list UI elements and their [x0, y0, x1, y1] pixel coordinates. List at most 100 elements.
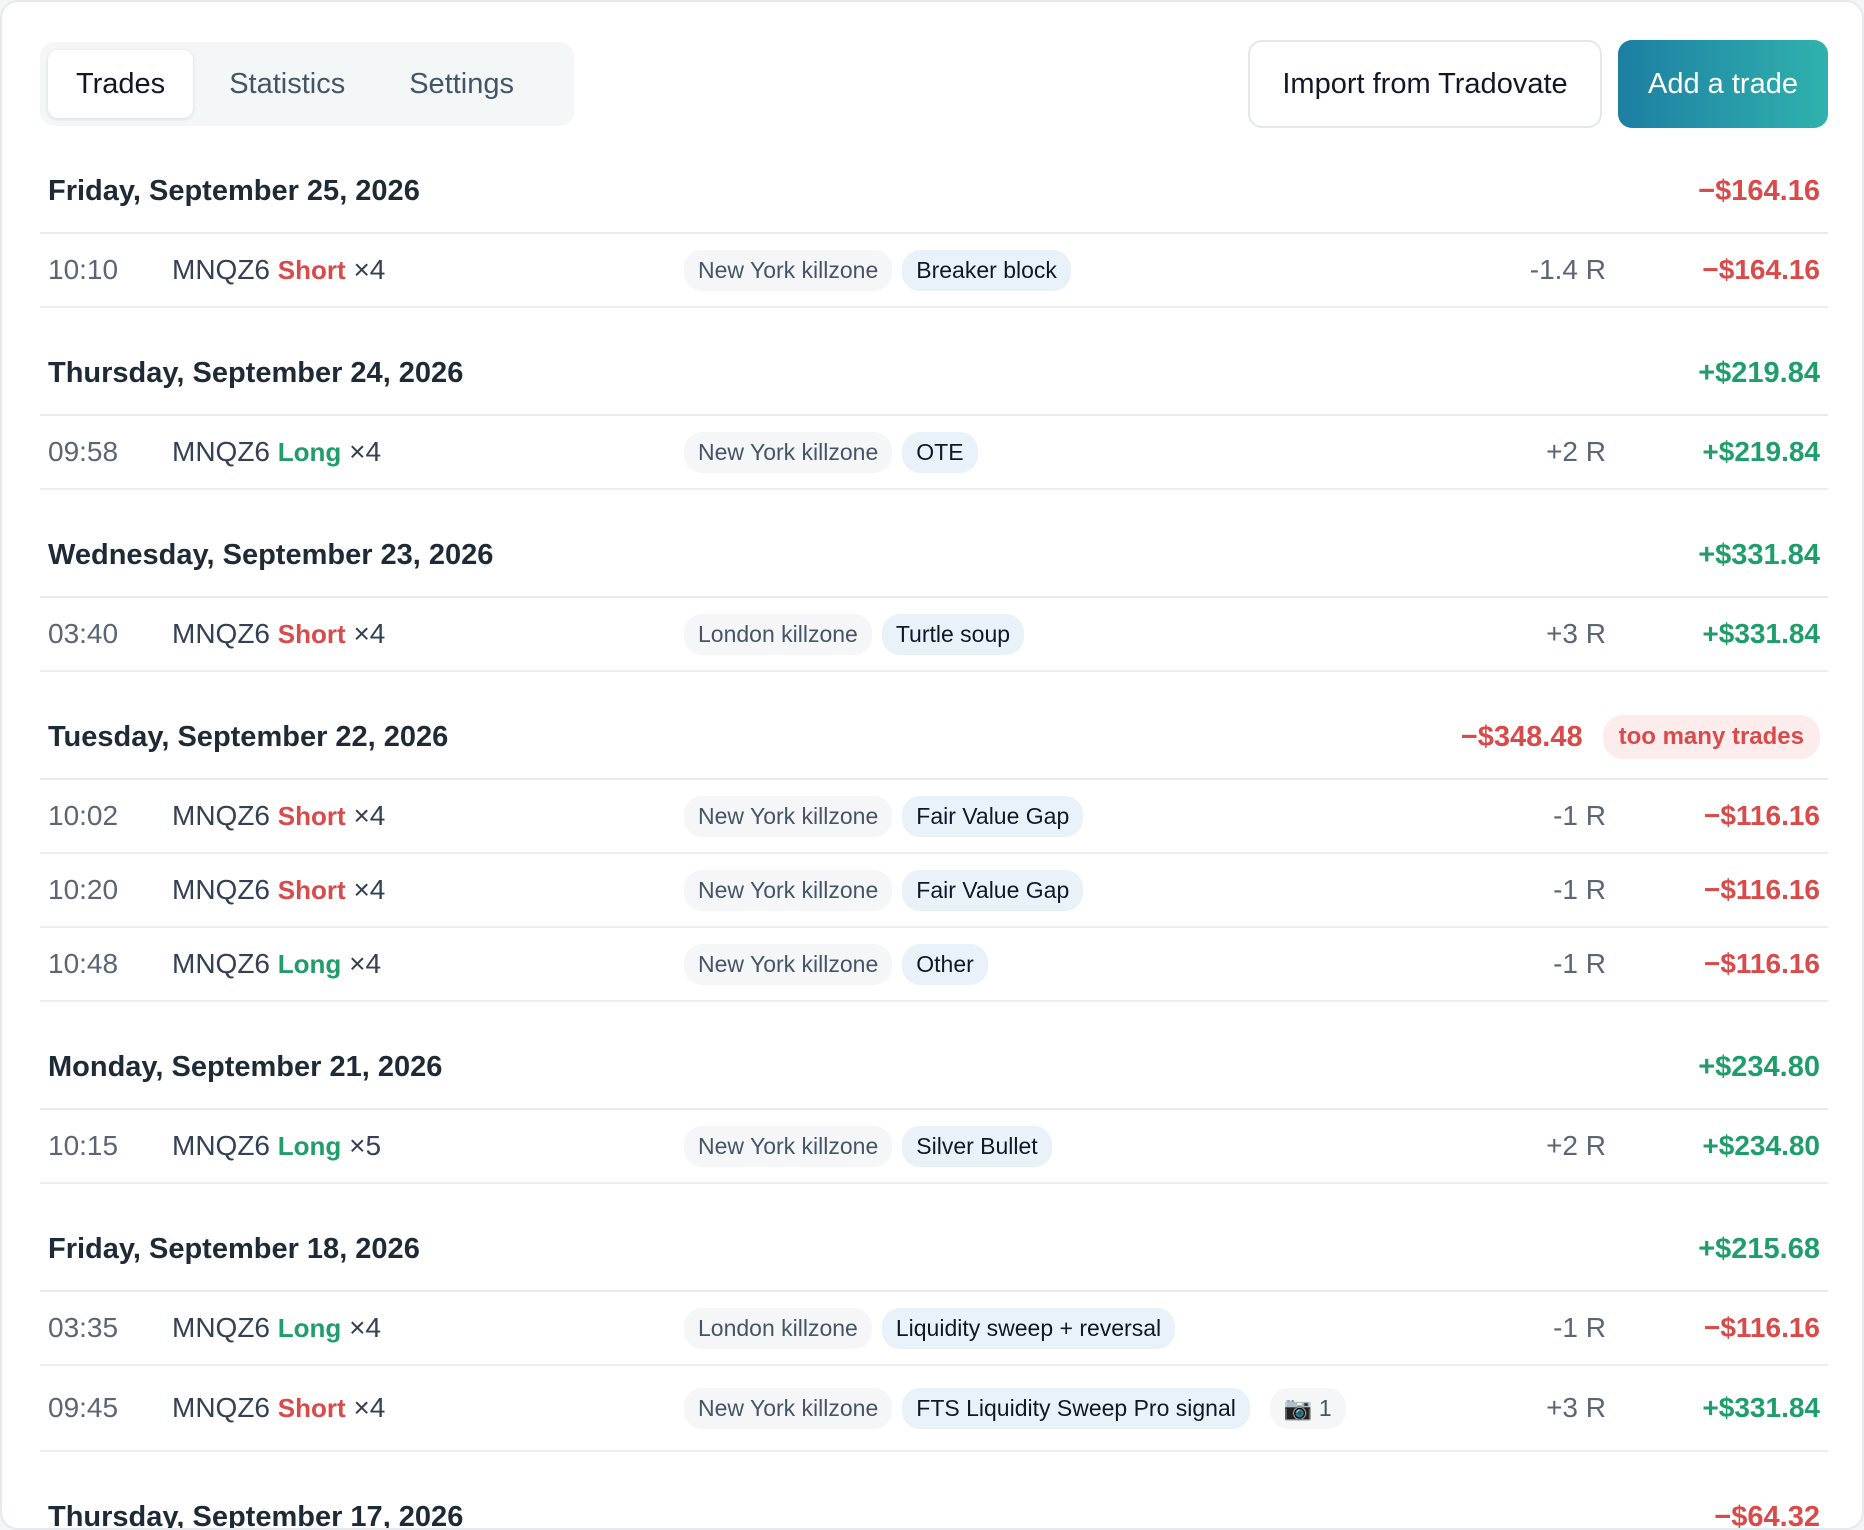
- day-title: Tuesday, September 22, 2026: [48, 721, 1461, 754]
- trade-instrument: MNQZ6 Short ×4: [172, 874, 684, 906]
- trade-quantity: ×4: [353, 618, 385, 649]
- import-tradovate-button[interactable]: Import from Tradovate: [1248, 40, 1602, 128]
- day-title: Friday, September 18, 2026: [48, 1233, 1698, 1266]
- trade-quantity: ×4: [353, 254, 385, 285]
- day-header: Thursday, September 17, 2026−$64.32: [40, 1476, 1828, 1530]
- trade-instrument: MNQZ6 Long ×4: [172, 948, 684, 980]
- trade-r-multiple: -1 R: [1446, 800, 1606, 832]
- day-title: Thursday, September 17, 2026: [48, 1501, 1714, 1530]
- day-total-pnl: −$348.48: [1461, 721, 1583, 754]
- session-tag: New York killzone: [684, 250, 892, 291]
- trade-r-multiple: -1 R: [1446, 874, 1606, 906]
- trade-symbol: MNQZ6: [172, 874, 270, 905]
- tab-statistics[interactable]: Statistics: [201, 50, 373, 118]
- trade-quantity: ×4: [349, 1312, 381, 1343]
- trade-quantity: ×4: [349, 436, 381, 467]
- trade-side: Long: [278, 949, 342, 979]
- tab-trades[interactable]: Trades: [48, 50, 193, 118]
- setup-tag: Liquidity sweep + reversal: [882, 1308, 1175, 1349]
- tab-settings[interactable]: Settings: [381, 50, 542, 118]
- trade-time: 03:40: [48, 618, 172, 650]
- trade-r-multiple: -1 R: [1446, 948, 1606, 980]
- trade-time: 10:48: [48, 948, 172, 980]
- trade-time: 03:35: [48, 1312, 172, 1344]
- trade-symbol: MNQZ6: [172, 618, 270, 649]
- trade-pnl: −$116.16: [1606, 1312, 1820, 1344]
- session-tag: New York killzone: [684, 432, 892, 473]
- trade-symbol: MNQZ6: [172, 1392, 270, 1423]
- trade-time: 10:20: [48, 874, 172, 906]
- trade-quantity: ×4: [353, 874, 385, 905]
- screenshot-count-value: 1: [1319, 1395, 1332, 1421]
- trade-pnl: +$219.84: [1606, 436, 1820, 468]
- day-group: Thursday, September 17, 2026−$64.32: [40, 1476, 1828, 1530]
- trade-symbol: MNQZ6: [172, 948, 270, 979]
- view-tabs: Trades Statistics Settings: [40, 42, 574, 126]
- trade-symbol: MNQZ6: [172, 254, 270, 285]
- trade-pnl: +$331.84: [1606, 618, 1820, 650]
- day-header: Friday, September 25, 2026−$164.16: [40, 150, 1828, 234]
- trade-time: 10:15: [48, 1130, 172, 1162]
- session-tag: New York killzone: [684, 796, 892, 837]
- setup-tag: Turtle soup: [882, 614, 1024, 655]
- trade-side: Long: [278, 437, 342, 467]
- day-header: Wednesday, September 23, 2026+$331.84: [40, 514, 1828, 598]
- day-header: Monday, September 21, 2026+$234.80: [40, 1026, 1828, 1110]
- trade-instrument: MNQZ6 Short ×4: [172, 800, 684, 832]
- session-tag: New York killzone: [684, 1388, 892, 1429]
- trade-side: Short: [278, 255, 346, 285]
- day-title: Monday, September 21, 2026: [48, 1051, 1698, 1084]
- session-tag: New York killzone: [684, 1126, 892, 1167]
- day-total-pnl: +$331.84: [1698, 539, 1820, 572]
- setup-tag: Breaker block: [902, 250, 1071, 291]
- trade-instrument: MNQZ6 Short ×4: [172, 254, 684, 286]
- trade-time: 10:10: [48, 254, 172, 286]
- day-total-pnl: +$215.68: [1698, 1233, 1820, 1266]
- day-header: Thursday, September 24, 2026+$219.84: [40, 332, 1828, 416]
- trade-r-multiple: +3 R: [1446, 1392, 1606, 1424]
- day-title: Friday, September 25, 2026: [48, 175, 1698, 208]
- trade-symbol: MNQZ6: [172, 800, 270, 831]
- screenshot-count[interactable]: 📷 1: [1270, 1388, 1346, 1429]
- trade-pnl: −$116.16: [1606, 874, 1820, 906]
- trade-r-multiple: +2 R: [1446, 1130, 1606, 1162]
- setup-tag: OTE: [902, 432, 977, 473]
- trade-instrument: MNQZ6 Long ×5: [172, 1130, 684, 1162]
- trade-quantity: ×4: [353, 1392, 385, 1423]
- day-total-pnl: +$234.80: [1698, 1051, 1820, 1084]
- trade-side: Short: [278, 1393, 346, 1423]
- camera-icon: 📷: [1284, 1395, 1319, 1421]
- add-trade-button[interactable]: Add a trade: [1618, 40, 1828, 128]
- trade-side: Short: [278, 801, 346, 831]
- trade-symbol: MNQZ6: [172, 1130, 270, 1161]
- trade-instrument: MNQZ6 Short ×4: [172, 618, 684, 650]
- setup-tag: Fair Value Gap: [902, 870, 1083, 911]
- trade-time: 10:02: [48, 800, 172, 832]
- trade-quantity: ×4: [349, 948, 381, 979]
- trade-r-multiple: +3 R: [1446, 618, 1606, 650]
- setup-tag: Other: [902, 944, 988, 985]
- trade-pnl: −$164.16: [1606, 254, 1820, 286]
